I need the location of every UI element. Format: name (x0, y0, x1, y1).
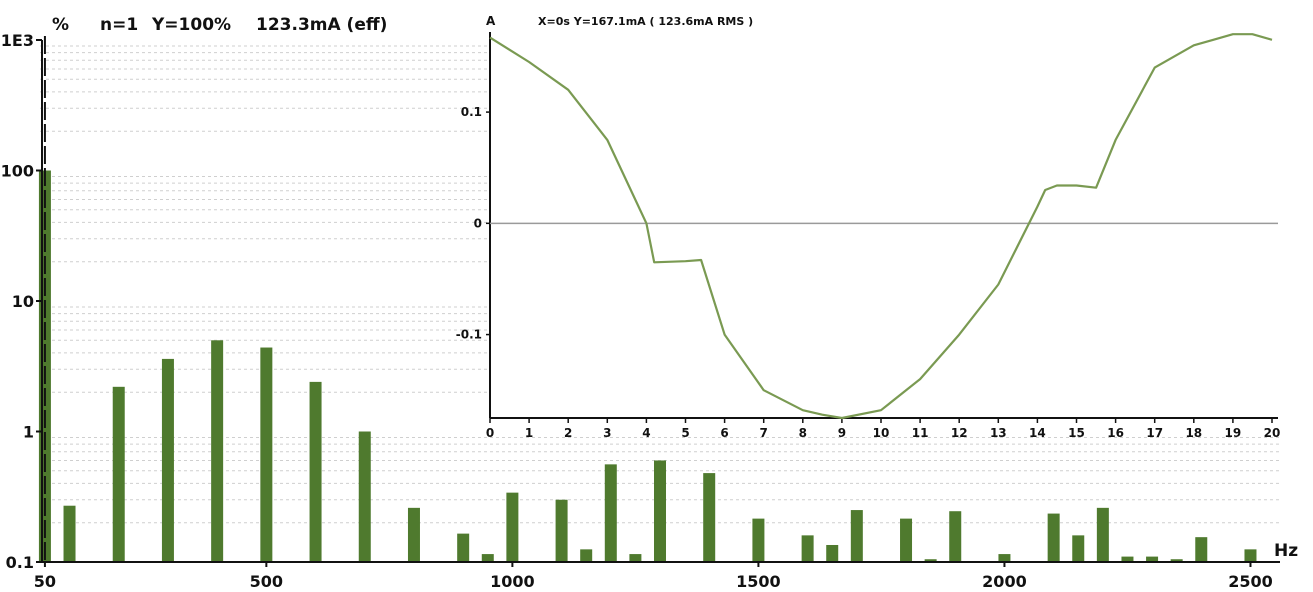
harmonic-bar (752, 518, 765, 562)
inset-y-tick-label: -0.1 (456, 328, 482, 342)
inset-x-tick-label: 13 (990, 426, 1007, 440)
main-x-tick-label: 1000 (490, 572, 535, 591)
harmonic-bar (112, 386, 125, 562)
harmonic-level-label: Y=100% (151, 15, 231, 35)
inset-x-tick-label: 6 (720, 426, 728, 440)
inset-x-tick-label: 9 (838, 426, 846, 440)
inset-y-tick-label: 0.1 (461, 105, 482, 119)
harmonic-bar (358, 431, 371, 562)
inset-x-tick-label: 1 (525, 426, 533, 440)
inset-chart-axes (489, 32, 1278, 419)
main-y-tick-label: 1 (23, 423, 34, 442)
harmonic-bar (826, 544, 839, 562)
main-x-tick-label: 2000 (982, 572, 1027, 591)
harmonic-bar (801, 535, 814, 562)
harmonic-bar (506, 492, 519, 562)
inset-x-tick-label: 18 (1185, 426, 1202, 440)
main-x-tick-label: 50 (34, 572, 56, 591)
inset-x-tick-label: 5 (681, 426, 689, 440)
harmonic-bar (1146, 556, 1159, 562)
inset-x-tick-label: 15 (1068, 426, 1085, 440)
harmonic-bar (580, 549, 593, 562)
harmonic-bar (604, 464, 617, 562)
harmonic-bar (850, 510, 863, 562)
harmonic-bar (1072, 535, 1085, 562)
inset-x-tick-label: 16 (1107, 426, 1124, 440)
main-y-unit: % (52, 15, 69, 35)
harmonic-order-label: n=1 (100, 15, 138, 35)
inset-x-tick-label: 0 (486, 426, 494, 440)
harmonic-bar (949, 511, 962, 562)
main-y-tick-label: 0.1 (6, 553, 34, 572)
inset-x-tick-label: 19 (1225, 426, 1242, 440)
harmonic-bar (1195, 537, 1208, 562)
harmonic-bar (260, 347, 273, 562)
harmonic-bar (1121, 556, 1134, 562)
harmonic-bar (457, 533, 470, 562)
effective-current-label: 123.3mA (eff) (256, 15, 387, 35)
harmonic-bar (481, 554, 494, 562)
inset-waveform (489, 33, 1273, 420)
inset-readout: X=0s Y=167.1mA ( 123.6mA RMS ) (538, 15, 753, 28)
harmonic-bar (1096, 507, 1109, 562)
harmonic-bar (309, 381, 322, 562)
main-x-tick-label: 500 (250, 572, 283, 591)
inset-x-tick-label: 10 (873, 426, 890, 440)
harmonic-bar (900, 518, 913, 562)
harmonic-bar (161, 358, 174, 562)
inset-x-tick-label: 7 (760, 426, 768, 440)
inset-x-tick-label: 12 (951, 426, 968, 440)
inset-x-tick-label: 8 (799, 426, 807, 440)
inset-x-tick-label: 20 (1264, 426, 1281, 440)
harmonic-bar (407, 507, 420, 562)
main-x-tick-label: 2500 (1228, 572, 1273, 591)
waveform-line (489, 33, 1273, 420)
inset-x-tick-label: 11 (912, 426, 929, 440)
inset-y-tick-label: 0 (474, 216, 482, 230)
inset-x-tick-label: 17 (1146, 426, 1163, 440)
harmonic-bar (1244, 549, 1257, 562)
main-x-tick-label: 1500 (736, 572, 781, 591)
main-y-tick-label: 10 (12, 292, 34, 311)
inset-y-unit: A (486, 14, 496, 28)
harmonic-bar (998, 554, 1011, 562)
harmonic-bar (924, 559, 937, 562)
harmonic-bar (1047, 513, 1060, 562)
harmonic-bar (211, 340, 224, 562)
harmonic-bar (703, 473, 716, 562)
inset-chart-ticks: 0 1 2 3 4 5 6 7 8 9 10 11 12 13 14 15 16 17 18 19 200.10-0.1 (456, 105, 1281, 440)
main-y-tick-label: 100 (1, 162, 34, 181)
main-y-tick-label: 1E3 (1, 31, 34, 50)
harmonic-bar (1170, 559, 1183, 562)
harmonic-bar (63, 505, 76, 562)
inset-x-tick-label: 14 (1029, 426, 1046, 440)
main-chart-bars (38, 170, 1257, 562)
harmonic-bar (629, 554, 642, 562)
main-x-axis-label: Hz (1274, 541, 1298, 561)
harmonic-bar (654, 460, 666, 562)
inset-x-tick-label: 2 (564, 426, 572, 440)
inset-x-tick-label: 3 (603, 426, 611, 440)
harmonic-bar (555, 499, 568, 562)
inset-x-tick-label: 4 (642, 426, 650, 440)
